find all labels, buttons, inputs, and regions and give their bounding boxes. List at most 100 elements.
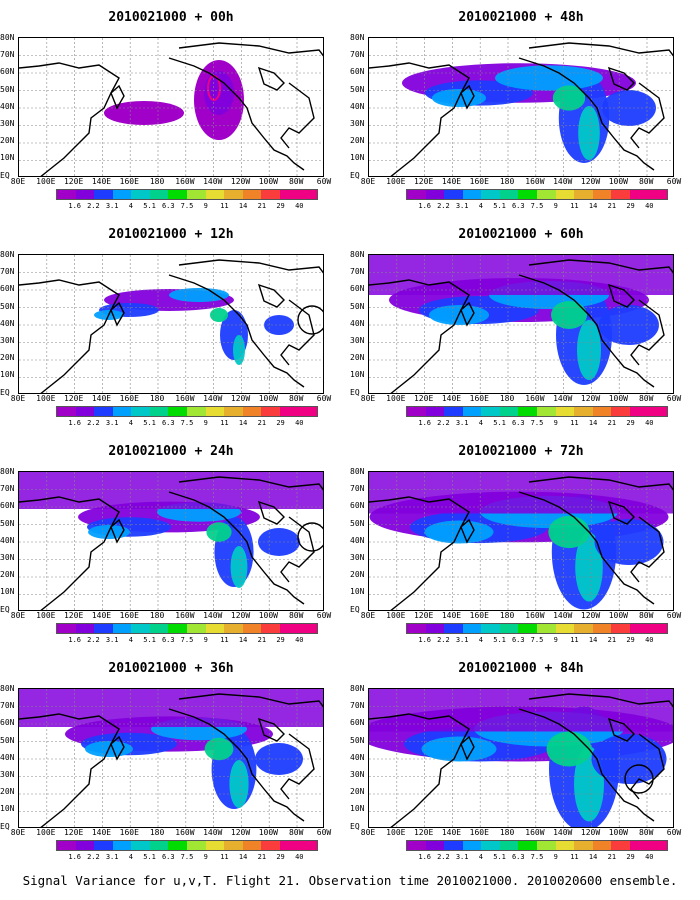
- lat-label: 20N: [350, 353, 365, 363]
- colorbar-label: 4: [478, 636, 483, 644]
- coastlines: [369, 259, 673, 393]
- panel-title: 2010021000 + 00h: [108, 10, 234, 25]
- colorbar-label: 11: [570, 419, 579, 427]
- lon-label: 80E: [360, 394, 376, 403]
- colorbar-swatch: [407, 407, 426, 416]
- colorbar-swatch: [205, 190, 225, 199]
- lat-label: 70N: [350, 50, 365, 60]
- colorbar-swatch: [298, 841, 318, 850]
- colorbar-swatch: [112, 407, 132, 416]
- coastline-america-west: [518, 708, 655, 822]
- colorbar-swatch: [611, 624, 630, 633]
- lon-label: 160W: [175, 611, 195, 620]
- colorbar-label: 11: [220, 853, 229, 861]
- colorbar-label: 1.6: [68, 853, 82, 861]
- colorbar-label: 29: [626, 636, 635, 644]
- colorbar-swatch: [261, 841, 280, 850]
- lat-label: 10N: [0, 153, 15, 163]
- lon-label: 140W: [553, 177, 573, 186]
- colorbar-swatch: [555, 190, 575, 199]
- colorbar-swatch: [187, 624, 206, 633]
- colorbar-label: 9: [553, 853, 558, 861]
- lon-label: 120W: [230, 394, 251, 403]
- colorbar-swatch: [462, 407, 482, 416]
- lon-label: 140W: [203, 828, 223, 837]
- lon-label: 60W: [316, 828, 332, 837]
- colorbar-swatch: [131, 624, 150, 633]
- coastline-asia: [19, 713, 120, 827]
- colorbar: [406, 406, 668, 417]
- lat-label: 20N: [350, 570, 365, 580]
- lon-label: 60W: [316, 611, 332, 620]
- lon-label: 80E: [10, 177, 26, 186]
- coastline-japan: [110, 518, 125, 544]
- graticule: [369, 472, 673, 610]
- lon-label: 100W: [258, 828, 278, 837]
- lon-label: 120E: [63, 828, 84, 837]
- coastline-japan: [460, 84, 475, 110]
- lat-label: 20N: [0, 570, 15, 580]
- graticule: [369, 255, 673, 393]
- figure-caption: Signal Variance for u,v,T. Flight 21. Ob…: [22, 873, 678, 888]
- colorbar-swatch: [57, 190, 76, 199]
- colorbar-swatch: [611, 190, 630, 199]
- colorbar-swatch: [168, 841, 188, 850]
- colorbar-label: 5.1: [143, 853, 156, 861]
- colorbar-label: 21: [257, 853, 267, 861]
- colorbar-label: 5.1: [493, 419, 506, 427]
- coastline-america-east: [280, 82, 315, 149]
- colorbar-swatch: [224, 624, 243, 633]
- colorbar-label: 40: [645, 853, 654, 861]
- colorbar-swatch: [537, 624, 556, 633]
- lat-label: EQ: [0, 387, 10, 397]
- colorbar-label: 4: [478, 853, 483, 861]
- coastlines: [19, 476, 323, 610]
- lat-label: 60N: [0, 284, 15, 294]
- lon-label: 100E: [36, 611, 56, 620]
- lat-label: 70N: [0, 267, 15, 277]
- lat-label: EQ: [0, 604, 10, 614]
- colorbar-label: 4: [128, 853, 133, 861]
- map-canvas: [19, 689, 323, 827]
- colorbar-label: 5.1: [143, 202, 156, 210]
- lat-label: EQ: [350, 170, 360, 180]
- lat-label: 50N: [0, 301, 15, 311]
- lat-label: 30N: [350, 119, 365, 128]
- lon-label: 140E: [91, 177, 112, 186]
- coastline-arctic: [528, 42, 673, 57]
- field-blob: [204, 737, 234, 761]
- lat-label: 60N: [350, 718, 365, 728]
- colorbar-swatch: [242, 190, 262, 199]
- map-panel: [368, 471, 674, 611]
- lon-label: 100W: [608, 611, 628, 620]
- lon-label: 180: [149, 611, 165, 620]
- colorbar-swatch: [131, 841, 150, 850]
- colorbar-swatch: [648, 190, 668, 199]
- colorbar-label: 6.3: [161, 419, 175, 427]
- coastline-japan: [460, 518, 475, 544]
- lat-label: 10N: [350, 153, 365, 163]
- colorbar-swatch: [205, 407, 225, 416]
- lon-label: 80E: [360, 828, 376, 837]
- colorbar-label: 7.5: [180, 419, 194, 427]
- colorbar-swatch: [555, 407, 575, 416]
- lon-label: 140E: [441, 394, 462, 403]
- colorbar-swatch: [611, 841, 630, 850]
- lat-label: 20N: [0, 353, 15, 363]
- colorbar: [406, 189, 668, 200]
- colorbar-swatch: [648, 624, 668, 633]
- colorbar-label: 3.1: [455, 419, 469, 427]
- colorbar-label: 1.6: [418, 202, 432, 210]
- colorbar-label: 2.2: [87, 853, 100, 861]
- lon-label: 160E: [119, 394, 139, 403]
- colorbar-swatch: [574, 407, 593, 416]
- lon-label: 140E: [441, 177, 462, 186]
- lat-label: 60N: [0, 718, 15, 728]
- colorbar-swatch: [205, 624, 225, 633]
- map-canvas: [369, 689, 673, 827]
- colorbar-swatch: [149, 190, 169, 199]
- colorbar-swatch: [187, 407, 206, 416]
- lon-label: 120E: [63, 394, 84, 403]
- lat-label: 60N: [0, 501, 15, 511]
- map-canvas: [369, 255, 673, 393]
